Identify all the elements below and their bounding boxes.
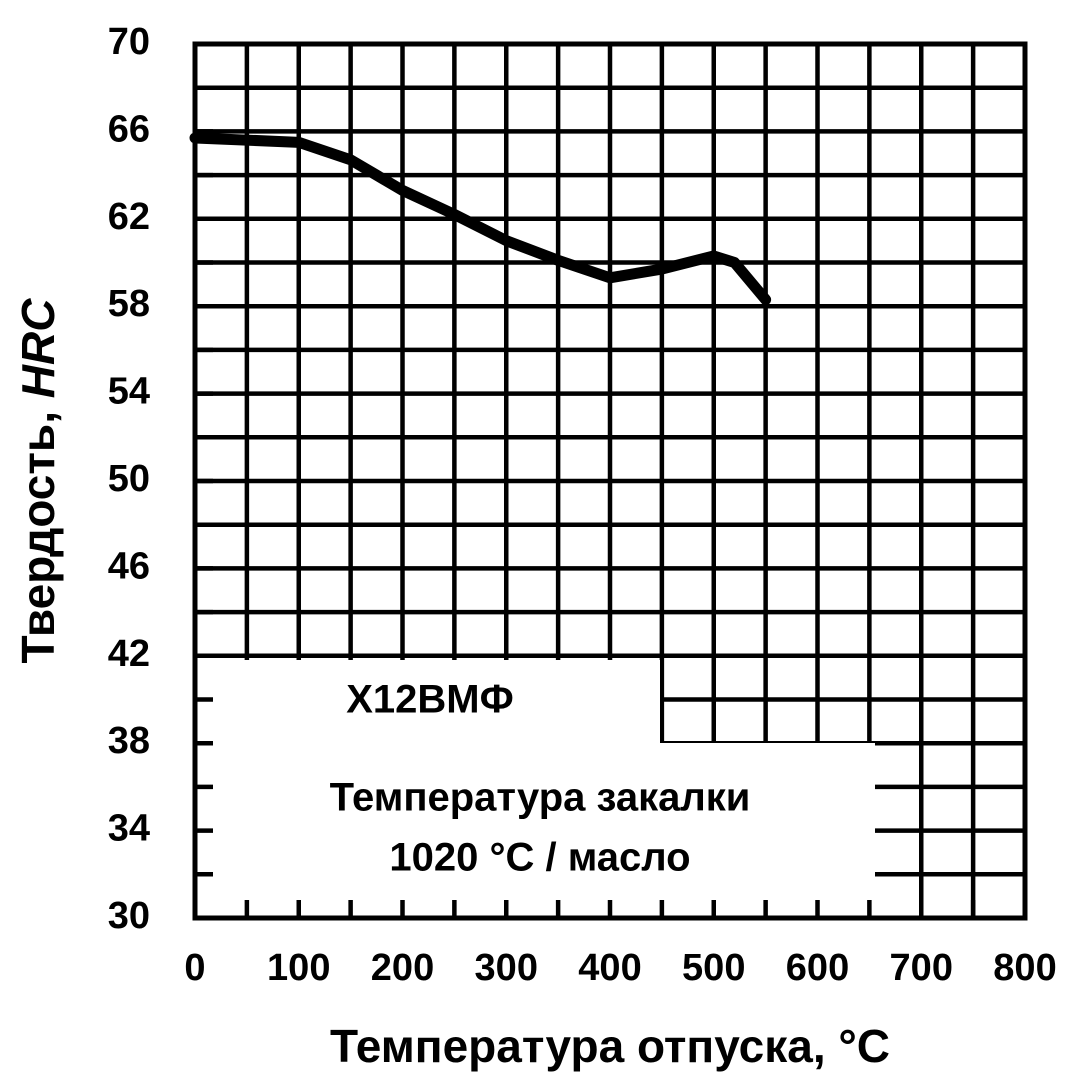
y-tick-label: 58: [108, 283, 150, 325]
x-axis-label: Температура отпуска, °C: [330, 1020, 890, 1072]
y-axis-label-unit: HRC: [12, 298, 64, 398]
y-tick-label: 30: [108, 895, 150, 937]
x-tick-label: 400: [578, 947, 641, 989]
y-tick-label: 66: [108, 108, 150, 150]
note-line: Температура закалки: [330, 776, 751, 820]
y-tick-label: 42: [108, 633, 150, 675]
y-tick-label: 50: [108, 458, 150, 500]
plot-border: [192, 41, 1028, 921]
curve: [189, 132, 772, 306]
ticks: [192, 41, 1028, 921]
y-axis-label: Твердость, HRC: [12, 298, 64, 664]
x-tick-label: 700: [890, 947, 953, 989]
x-tick-label: 0: [184, 947, 205, 989]
y-tick-label: 54: [108, 371, 150, 413]
y-tick-label: 34: [108, 808, 150, 850]
y-tick-label: 70: [108, 21, 150, 63]
x-tick-label: 200: [371, 947, 434, 989]
y-tick-label: 38: [108, 720, 150, 762]
x-tick-label: 500: [682, 947, 745, 989]
x-tick-label: 100: [267, 947, 330, 989]
label-box: [195, 660, 660, 743]
x-tick-label: 300: [475, 947, 538, 989]
x-tick-label: 800: [993, 947, 1056, 989]
curves: [189, 132, 772, 306]
note-box: [195, 743, 875, 918]
y-axis-label-text: Твердость,: [12, 411, 64, 663]
y-tick-label: 46: [108, 545, 150, 587]
note-line: 1020 °C / масло: [389, 836, 690, 880]
y-tick-label: 62: [108, 196, 150, 238]
x-tick-label: 600: [786, 947, 849, 989]
steel-label: Х12ВМФ: [346, 678, 514, 722]
